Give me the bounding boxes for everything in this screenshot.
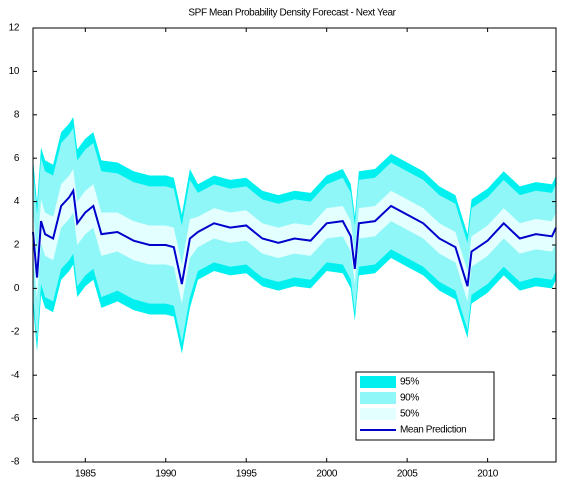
legend-label: Mean Prediction [400, 425, 466, 436]
legend-swatch [360, 392, 396, 404]
legend-swatch [360, 376, 396, 388]
y-tick-label: 10 [9, 66, 20, 77]
y-tick-label: -6 [11, 413, 20, 424]
mean-line [32, 187, 557, 287]
y-tick-label: 0 [14, 283, 20, 294]
y-tick-label: 12 [9, 23, 20, 34]
x-tick-label: 2005 [397, 469, 418, 480]
y-tick-label: 8 [14, 109, 20, 120]
y-tick-label: 4 [14, 196, 20, 207]
y-tick-label: -2 [11, 326, 20, 337]
y-tick-label: 6 [14, 153, 20, 164]
y-tick-label: -8 [11, 457, 20, 468]
legend-label: 50% [400, 409, 419, 420]
x-tick-label: 1990 [155, 469, 176, 480]
x-tick-label: 1995 [236, 469, 257, 480]
chart-title: SPF Mean Probability Density Forecast - … [188, 8, 396, 19]
x-tick-label: 1985 [75, 469, 96, 480]
x-tick-label: 2010 [477, 469, 498, 480]
y-tick-label: 2 [14, 240, 20, 251]
legend-label: 90% [400, 393, 419, 404]
x-tick-label: 2000 [316, 469, 337, 480]
band [33, 169, 556, 304]
y-tick-label: -4 [11, 370, 20, 381]
legend-swatch [360, 408, 396, 420]
legend-label: 95% [400, 377, 419, 388]
